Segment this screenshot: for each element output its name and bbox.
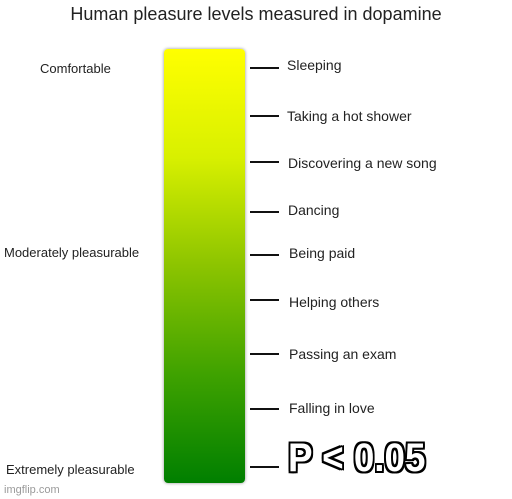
scale-label-top: Comfortable (40, 61, 111, 76)
tick-mark (250, 67, 279, 69)
tick-mark (250, 161, 279, 163)
item-label-being-paid: Being paid (289, 245, 356, 261)
item-label-helping-others: Helping others (289, 294, 380, 310)
item-label-falling-in-love: Falling in love (289, 400, 375, 416)
tick-mark (250, 211, 279, 213)
p-value-overlay-text: P < 0.05 (287, 435, 426, 481)
imgflip-watermark: imgflip.com (4, 484, 60, 496)
scale-label-middle: Moderately pleasurable (4, 245, 140, 260)
tick-mark (250, 115, 279, 117)
tick-mark (250, 466, 279, 468)
dopamine-gradient-bar (164, 49, 245, 483)
page-title: Human pleasure levels measured in dopami… (70, 4, 442, 24)
tick-mark (250, 299, 279, 301)
tick-mark (250, 408, 279, 410)
item-label-dancing: Dancing (288, 202, 340, 218)
item-label-passing-exam: Passing an exam (289, 346, 397, 362)
tick-mark (250, 353, 279, 355)
item-label-sleeping: Sleeping (287, 57, 342, 73)
scale-label-bottom: Extremely pleasurable (6, 462, 135, 477)
item-label-hot-shower: Taking a hot shower (287, 108, 412, 124)
item-label-new-song: Discovering a new song (288, 155, 437, 171)
tick-mark (250, 254, 279, 256)
